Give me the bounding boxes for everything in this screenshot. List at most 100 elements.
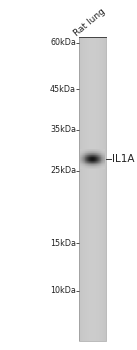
Bar <box>91 156 92 157</box>
Bar <box>103 161 104 162</box>
Bar <box>100 166 101 167</box>
Bar <box>93 156 94 157</box>
Bar <box>86 163 87 164</box>
Bar <box>84 158 85 159</box>
Bar <box>98 163 99 164</box>
Bar <box>90 156 91 157</box>
Bar <box>99 167 100 168</box>
Bar <box>96 151 97 152</box>
Bar <box>83 161 84 162</box>
Bar <box>80 152 81 153</box>
Bar <box>90 160 91 161</box>
Bar <box>97 150 98 152</box>
Bar <box>103 154 104 155</box>
Bar <box>86 157 87 158</box>
Bar <box>87 150 88 151</box>
Bar <box>88 150 89 151</box>
Bar <box>86 152 87 153</box>
Bar <box>80 165 81 166</box>
Bar <box>95 161 96 162</box>
Text: 10kDa: 10kDa <box>50 286 76 295</box>
Bar <box>83 152 84 153</box>
Bar <box>84 155 85 156</box>
Bar <box>99 163 100 164</box>
Bar <box>81 154 82 155</box>
Bar <box>102 167 103 168</box>
Bar <box>94 163 95 164</box>
Bar <box>92 160 93 161</box>
Bar <box>80 161 81 162</box>
Bar <box>81 158 82 159</box>
Bar <box>92 166 93 167</box>
Bar <box>89 150 90 151</box>
Bar <box>91 154 92 155</box>
Bar <box>83 156 84 157</box>
Bar <box>85 167 86 168</box>
Bar <box>87 154 88 155</box>
Bar <box>95 157 96 158</box>
Bar <box>103 158 104 159</box>
Bar <box>86 160 87 161</box>
Bar <box>103 164 104 165</box>
Bar <box>88 161 89 162</box>
Bar <box>97 153 98 154</box>
Bar <box>84 151 85 152</box>
Bar <box>81 160 82 161</box>
Bar <box>104 161 105 162</box>
Bar <box>101 162 102 163</box>
Bar <box>102 160 103 161</box>
Bar <box>88 154 89 155</box>
Bar <box>87 168 88 169</box>
Bar <box>92 152 93 153</box>
Bar <box>82 154 83 155</box>
Bar <box>102 37 103 341</box>
Bar <box>99 154 100 155</box>
Bar <box>81 149 82 150</box>
Bar <box>95 151 96 152</box>
Bar <box>102 150 103 151</box>
Bar <box>90 159 91 160</box>
Bar <box>103 166 104 167</box>
Bar <box>85 151 86 152</box>
Bar <box>83 150 84 152</box>
Bar <box>104 37 105 341</box>
Bar <box>91 162 92 163</box>
Bar <box>104 160 105 161</box>
Bar <box>96 165 97 166</box>
Bar <box>97 159 98 160</box>
Bar <box>90 151 91 152</box>
Bar <box>90 166 91 167</box>
Bar <box>92 167 93 168</box>
Bar <box>94 164 95 165</box>
Bar <box>81 163 82 164</box>
Bar <box>99 160 100 161</box>
Bar <box>93 160 94 161</box>
Bar <box>103 157 104 158</box>
Bar <box>83 151 84 152</box>
Bar <box>103 156 104 157</box>
Bar <box>100 168 101 169</box>
Bar <box>86 166 87 167</box>
Bar <box>95 163 96 164</box>
Bar <box>88 151 89 152</box>
Bar <box>101 159 102 160</box>
Bar <box>99 168 100 169</box>
Bar <box>103 149 104 150</box>
Text: 60kDa: 60kDa <box>50 38 76 47</box>
Bar <box>84 167 85 168</box>
Bar <box>80 156 81 157</box>
Bar <box>104 150 105 152</box>
Bar <box>80 168 81 169</box>
Bar <box>85 160 86 161</box>
Bar <box>100 37 101 341</box>
Bar <box>89 167 90 168</box>
Bar <box>95 160 96 161</box>
Bar <box>100 37 101 341</box>
Bar <box>88 162 89 163</box>
Bar <box>85 164 86 165</box>
Bar <box>96 161 97 162</box>
Bar <box>88 168 89 169</box>
Bar <box>100 167 101 168</box>
Bar <box>87 153 88 154</box>
Bar <box>97 161 98 162</box>
